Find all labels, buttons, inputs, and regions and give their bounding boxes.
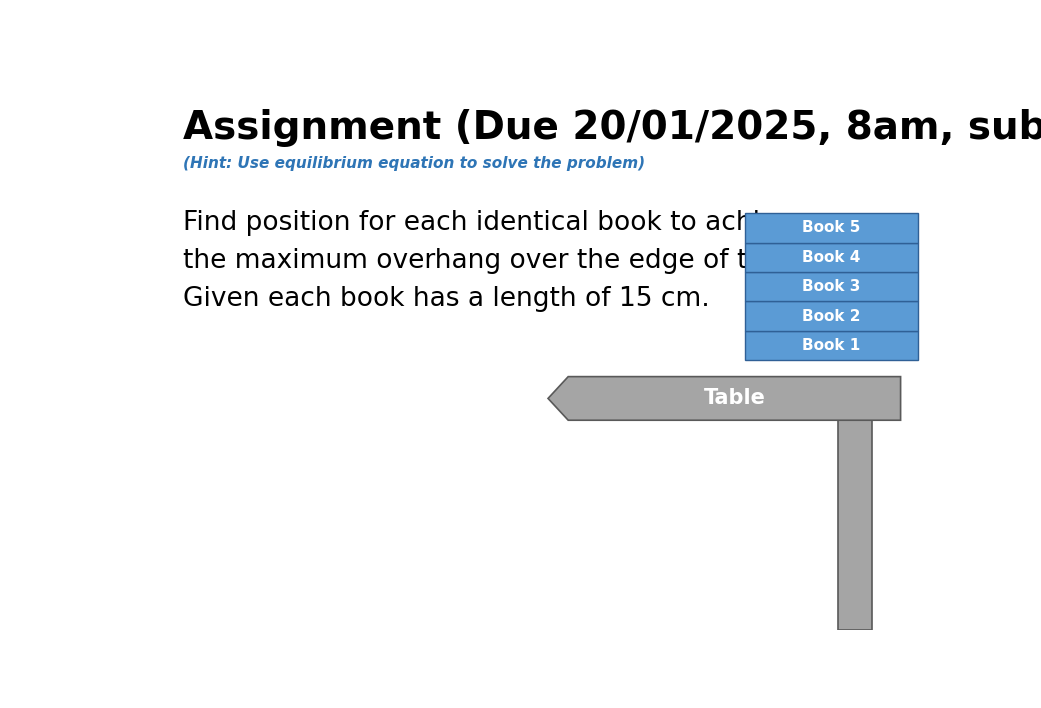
Text: Book 3: Book 3 — [803, 279, 861, 294]
Text: Assignment (Due 20/01/2025, 8am, submit in eLearning): Assignment (Due 20/01/2025, 8am, submit … — [182, 110, 1041, 147]
Bar — [745, 302, 918, 331]
Text: Book 2: Book 2 — [803, 309, 861, 324]
Bar — [745, 213, 918, 243]
Text: Table: Table — [704, 389, 765, 409]
Text: Book 1: Book 1 — [803, 338, 861, 353]
Bar — [745, 272, 918, 302]
Text: Find position for each identical book to achieve
the maximum overhang over the e: Find position for each identical book to… — [182, 210, 864, 312]
Bar — [745, 331, 918, 360]
Polygon shape — [548, 377, 900, 421]
Polygon shape — [838, 421, 872, 630]
Text: Book 4: Book 4 — [803, 250, 861, 265]
Bar — [745, 243, 918, 272]
Text: Book 5: Book 5 — [803, 220, 861, 235]
Text: (Hint: Use equilibrium equation to solve the problem): (Hint: Use equilibrium equation to solve… — [182, 156, 644, 171]
